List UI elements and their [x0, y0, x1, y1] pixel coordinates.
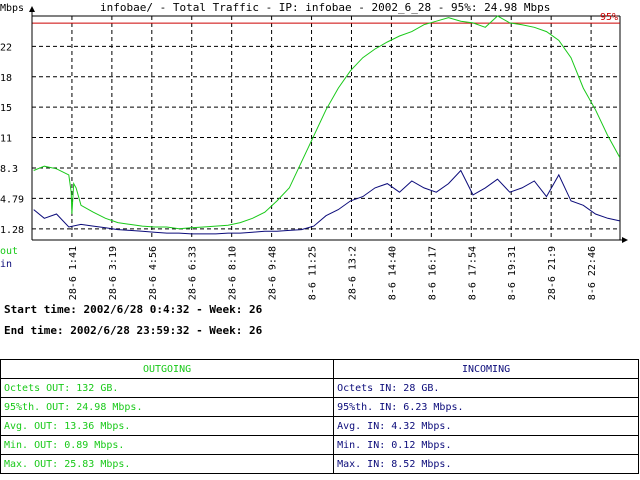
outgoing-stat: Avg. OUT: 13.36 Mbps. [0, 416, 335, 436]
outgoing-stat: Octets OUT: 132 GB. [0, 378, 335, 398]
y-tick-label: 11 [0, 134, 12, 145]
y-tick-label: 18 [0, 73, 12, 84]
incoming-stat: 95%th. IN: 6.23 Mbps. [333, 397, 639, 417]
incoming-stat: Avg. IN: 4.32 Mbps. [333, 416, 639, 436]
stats-row: Octets OUT: 132 GB. Octets IN: 28 GB. [0, 378, 639, 398]
series-line-out [33, 15, 621, 230]
stats-row: Max. OUT: 25.83 Mbps. Max. IN: 8.52 Mbps. [0, 454, 639, 474]
x-tick-label: 28-6 1:41 [68, 246, 79, 300]
x-tick-label: 28-6 6:33 [188, 246, 199, 300]
x-tick-label: 28-6 11:25 [308, 246, 319, 300]
x-axis-arrow [622, 237, 628, 243]
chart-title: infobae/ - Total Traffic - IP: infobae -… [100, 1, 550, 14]
x-tick-label: 28-6 17:54 [467, 246, 478, 300]
x-tick-label: 28-6 13:2 [347, 246, 358, 300]
chart-axes [29, 6, 628, 243]
x-tick-label: 28-6 19:31 [507, 246, 518, 300]
stats-row: Avg. OUT: 13.36 Mbps. Avg. IN: 4.32 Mbps. [0, 416, 639, 436]
x-tick-label: 28-6 21:9 [547, 246, 558, 300]
x-tick-label: 28-6 16:17 [427, 246, 438, 300]
x-tick-label: 28-6 8:10 [228, 246, 239, 300]
chart-series [33, 15, 621, 235]
incoming-header: INCOMING [333, 359, 639, 379]
x-tick-label: 28-6 3:19 [108, 246, 119, 300]
legend-in: in [0, 259, 12, 270]
y-tick-label: 22 [0, 42, 12, 53]
stats-header-row: OUTGOING INCOMING [0, 359, 639, 379]
traffic-chart: 1.28 4.79 8.3 11 15 18 22 28-6 1:41 28-6 3:19 28-… [0, 1, 628, 300]
stats-row: Min. OUT: 0.89 Mbps. Min. IN: 0.12 Mbps. [0, 435, 639, 455]
x-tick-label: 28-6 22:46 [587, 246, 598, 300]
chart-grid [32, 16, 620, 240]
y-tick-label: 1.28 [0, 225, 24, 236]
outgoing-header: OUTGOING [0, 359, 335, 379]
x-tick-label: 28-6 14:40 [387, 246, 398, 300]
y-tick-label: 4.79 [0, 194, 24, 205]
incoming-stat: Max. IN: 8.52 Mbps. [333, 454, 639, 474]
outgoing-stat: Min. OUT: 0.89 Mbps. [0, 435, 335, 455]
y-tick-label: 8.3 [0, 164, 18, 175]
legend-out: out [0, 246, 18, 257]
x-tick-label: 28-6 4:56 [148, 246, 159, 300]
y-axis-arrow [29, 6, 35, 12]
x-tick-label: 28-6 9:48 [268, 246, 279, 300]
stats-row: 95%th. OUT: 24.98 Mbps. 95%th. IN: 6.23 M… [0, 397, 639, 417]
threshold-label: 95% [600, 12, 618, 23]
outgoing-stat: 95%th. OUT: 24.98 Mbps. [0, 397, 335, 417]
end-time: End time: 2002/6/28 23:59:32 - Week: 26 [4, 324, 263, 337]
y-axis-label: Mbps [0, 3, 24, 14]
start-time: Start time: 2002/6/28 0:4:32 - Week: 26 [4, 303, 263, 316]
incoming-stat: Octets IN: 28 GB. [333, 378, 639, 398]
stats-table: OUTGOING INCOMING Octets OUT: 132 GB. Oct… [0, 359, 639, 474]
series-line-in [33, 169, 620, 235]
y-tick-label: 15 [0, 103, 12, 114]
chart-labels: 1.28 4.79 8.3 11 15 18 22 28-6 1:41 28-6 3:19 28-… [0, 1, 618, 300]
incoming-stat: Min. IN: 0.12 Mbps. [333, 435, 639, 455]
outgoing-stat: Max. OUT: 25.83 Mbps. [0, 454, 335, 474]
